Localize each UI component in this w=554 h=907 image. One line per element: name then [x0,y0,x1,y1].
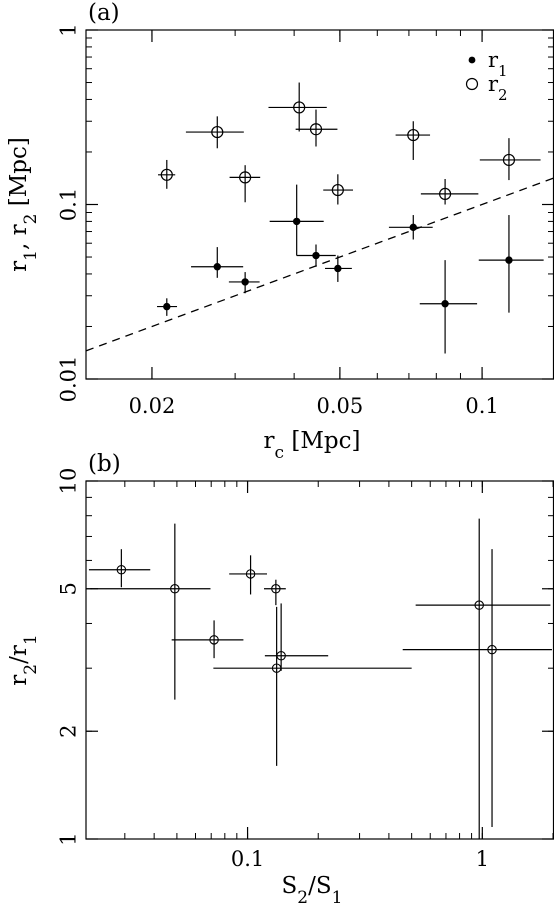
data-point-r1 [409,223,417,232]
data-point-r2 [211,125,224,139]
data-point-ratio [271,584,281,594]
data-point-r2 [239,171,252,184]
y-axis-label: r2/r1 [6,634,41,685]
data-layer [86,82,554,354]
y-tick-label: 2 [57,725,81,738]
panel-label: (b) [88,451,121,477]
data-point-r1 [441,300,449,308]
data-point-r2 [502,153,516,167]
x-axis-label: rc [Mpc] [264,428,361,463]
data-point-ratio [474,600,484,610]
y-tick-label: 0.01 [57,356,81,403]
data-point-r1 [312,251,320,260]
x-tick-label: 0.1 [231,847,264,871]
y-tick-label: 10 [57,468,81,495]
y-tick-label: 5 [57,582,81,595]
x-tick-label: 1 [476,847,489,871]
data-layer [88,518,552,839]
data-point-r1 [213,263,221,271]
data-point-r2 [407,128,420,142]
x-axis-label: S2/S1 [282,873,343,907]
data-point-r2 [331,183,344,197]
plot-frame [85,480,554,840]
data-point-ratio [209,635,219,645]
y-axis-label: r1, r2 [Mpc] [6,137,41,272]
y-tick-label: 1 [57,832,81,845]
panel-b: (b) 0.1 1 1 2 5 10 S2/S1 r2/r1 [6,451,554,907]
legend-marker-r2 [465,77,479,91]
legend-label: r1 [488,48,508,80]
x-tick-label: 0.02 [129,394,176,418]
y-tick-label: 1 [57,23,81,36]
data-point-ratio [276,650,286,661]
data-point-r2 [293,101,306,114]
data-point-r2 [438,187,452,201]
data-point-r2 [160,168,173,181]
data-point-r1 [334,264,342,273]
panel-a: (a) 0.02 0.05 0.1 0.01 0.1 1 rc [Mpc] r1, r2 [Mp… [6,0,554,463]
x-tick-label: 0.05 [317,394,364,418]
data-point-ratio [170,584,180,594]
data-point-r1 [163,302,171,311]
data-point-ratio [487,644,497,655]
data-point-r1 [292,217,301,226]
data-point-ratio [116,565,127,575]
x-tick-label: 0.1 [465,394,498,418]
panel-label: (a) [88,0,120,26]
y-tick-label: 0.1 [57,188,81,221]
legend-marker-r1 [468,56,476,64]
reference-line-dashed [86,177,554,352]
legend-label: r2 [488,72,508,104]
data-point-ratio [245,569,256,579]
data-point-r1 [505,256,513,264]
data-point-r1 [241,278,249,286]
data-point-r2 [309,123,323,136]
